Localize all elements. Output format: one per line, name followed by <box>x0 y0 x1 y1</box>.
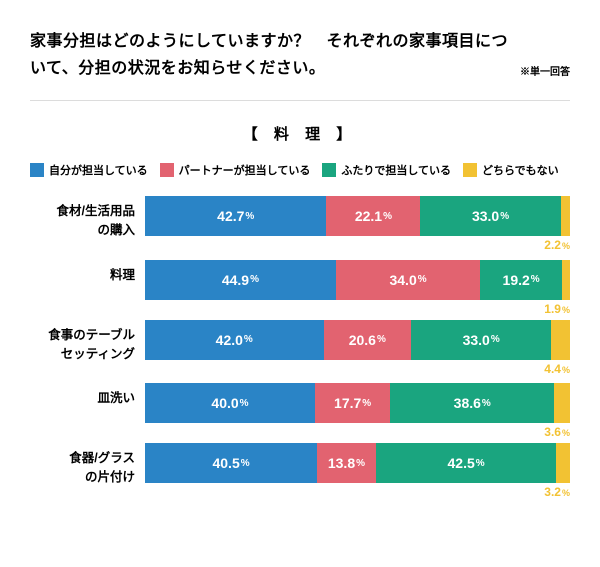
bar-segment-both: 33.0% <box>411 320 551 360</box>
row-label: 料理 <box>30 260 145 285</box>
bar-segment-self: 44.9% <box>145 260 336 300</box>
bar: 40.5%13.8%42.5% <box>145 443 570 483</box>
page-title: 家事分担はどのようにしていますか？ それぞれの家事項目について、分担の状況をお知… <box>30 28 510 82</box>
bar-overflow-label: 3.2% <box>544 485 570 499</box>
row-label: 皿洗い <box>30 383 145 408</box>
bar-segment-both: 42.5% <box>376 443 557 483</box>
bar-segment-both: 19.2% <box>480 260 562 300</box>
legend-swatch <box>160 163 174 177</box>
legend-swatch <box>322 163 336 177</box>
legend-swatch <box>463 163 477 177</box>
bar-segment-partner: 34.0% <box>336 260 481 300</box>
bar: 40.0%17.7%38.6% <box>145 383 570 423</box>
row-label: 食材/生活用品 の購入 <box>30 196 145 240</box>
bar-wrap: 40.5%13.8%42.5%3.2% <box>145 443 570 483</box>
bar-overflow-label: 4.4% <box>544 362 570 376</box>
bar-segment-partner: 17.7% <box>315 383 390 423</box>
legend-label: パートナーが担当している <box>179 162 311 178</box>
bar-wrap: 42.0%20.6%33.0%4.4% <box>145 320 570 360</box>
legend-item-both: ふたりで担当している <box>322 162 451 178</box>
row-label: 食事のテーブル セッティング <box>30 320 145 364</box>
chart-row: 食器/グラス の片付け40.5%13.8%42.5%3.2% <box>30 443 570 487</box>
bar-segment-partner: 20.6% <box>324 320 412 360</box>
chart-row: 食材/生活用品 の購入42.7%22.1%33.0%2.2% <box>30 196 570 240</box>
bar-segment-neither <box>562 260 570 300</box>
bar-wrap: 40.0%17.7%38.6%3.6% <box>145 383 570 423</box>
bar-segment-neither <box>551 320 570 360</box>
legend-item-neither: どちらでもない <box>463 162 559 178</box>
chart-row: 料理44.9%34.0%19.2%1.9% <box>30 260 570 300</box>
section-title: 【 料 理 】 <box>30 123 570 144</box>
bar-segment-neither <box>561 196 570 236</box>
bar-segment-partner: 13.8% <box>317 443 376 483</box>
bar-segment-both: 33.0% <box>420 196 560 236</box>
chart-row: 皿洗い40.0%17.7%38.6%3.6% <box>30 383 570 423</box>
bar: 42.7%22.1%33.0% <box>145 196 570 236</box>
legend-label: ふたりで担当している <box>341 162 451 178</box>
bar-segment-self: 42.0% <box>145 320 324 360</box>
bar-segment-partner: 22.1% <box>326 196 420 236</box>
bar-wrap: 44.9%34.0%19.2%1.9% <box>145 260 570 300</box>
bar-segment-both: 38.6% <box>390 383 554 423</box>
legend-label: どちらでもない <box>482 162 559 178</box>
bar: 44.9%34.0%19.2% <box>145 260 570 300</box>
bar-overflow-label: 1.9% <box>544 302 570 316</box>
bar-overflow-label: 2.2% <box>544 238 570 252</box>
bar-segment-neither <box>554 383 569 423</box>
row-label: 食器/グラス の片付け <box>30 443 145 487</box>
bar-segment-self: 42.7% <box>145 196 326 236</box>
bar: 42.0%20.6%33.0% <box>145 320 570 360</box>
answer-mode-note: ※単一回答 <box>520 63 570 82</box>
bar-overflow-label: 3.6% <box>544 425 570 439</box>
divider <box>30 100 570 101</box>
legend-label: 自分が担当している <box>49 162 148 178</box>
chart-row: 食事のテーブル セッティング42.0%20.6%33.0%4.4% <box>30 320 570 364</box>
bar-wrap: 42.7%22.1%33.0%2.2% <box>145 196 570 236</box>
legend-item-self: 自分が担当している <box>30 162 148 178</box>
stacked-bar-chart: 食材/生活用品 の購入42.7%22.1%33.0%2.2%料理44.9%34.… <box>30 196 570 487</box>
legend-swatch <box>30 163 44 177</box>
bar-segment-neither <box>556 443 570 483</box>
bar-segment-self: 40.5% <box>145 443 317 483</box>
legend-item-partner: パートナーが担当している <box>160 162 311 178</box>
bar-segment-self: 40.0% <box>145 383 315 423</box>
legend: 自分が担当している パートナーが担当している ふたりで担当している どちらでもない <box>30 162 570 178</box>
